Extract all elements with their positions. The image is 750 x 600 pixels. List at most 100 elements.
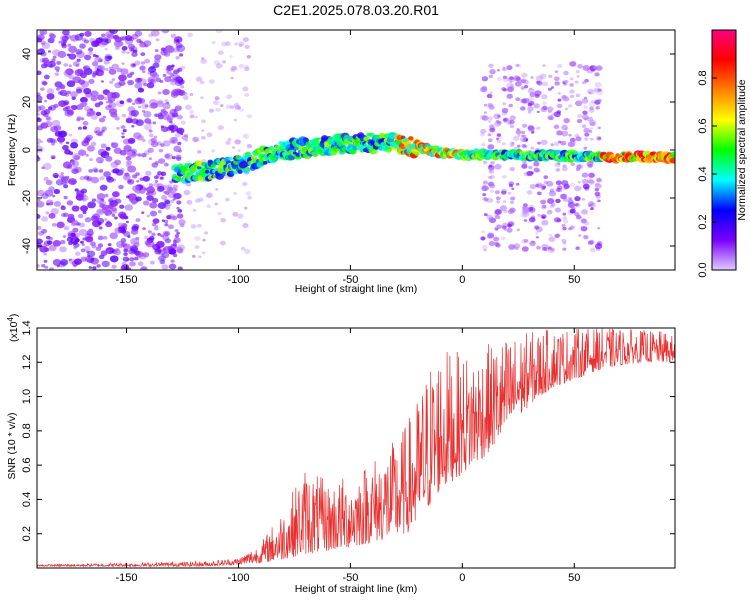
spectrogram-blob [61,176,69,182]
spectrogram-blob [99,202,106,208]
spectrogram-blob [45,116,51,121]
spectrogram-blob [509,119,515,125]
spectrogram-blob [157,91,162,95]
spectrogram-blob [111,214,116,217]
spectrogram-blob [37,38,42,43]
spectrogram-blob [515,63,520,67]
spectrogram-blob [102,37,109,42]
spectrogram-blob [522,144,528,149]
spectrogram-blob [541,216,546,219]
spectrogram-blob [242,86,249,92]
spectrogram-blob [82,121,89,126]
spectrogram-blob [576,163,584,170]
spectrogram-blob [136,38,142,43]
spectrogram-blob [215,63,223,69]
spectrogram-blob [184,139,189,142]
spectrogram-blob [154,49,159,53]
spectrogram-blob [242,37,249,43]
colorbar-tick-label: 0.8 [697,70,709,85]
spectrogram-blob [52,194,56,198]
y-tick-label: 40 [21,48,33,60]
spectrogram-blob [37,117,42,123]
spectrogram-blob [577,63,583,69]
spectrogram-blob [63,69,73,77]
spectrogram-blob [162,102,171,110]
spectrogram-blob [141,70,146,74]
spectrogram-blob [226,94,233,100]
spectrogram-blob [512,135,520,141]
spectrogram-blob [94,126,101,132]
spectrogram-blob [160,108,167,113]
spectrogram-blob [213,100,220,106]
spectrogram-blob [148,33,154,38]
spectrogram-blob [575,136,582,142]
spectrogram-blob [542,247,547,251]
spectrogram-blob [41,263,46,268]
spectrogram-blob [670,151,675,158]
spectrogram-blob [211,149,216,153]
spectrogram-blob [534,90,542,96]
spectrogram-blob [521,138,526,143]
x-tick-label: -50 [342,572,358,584]
spectrogram-blob [100,80,104,83]
spectrogram-blob [60,239,66,245]
spectrogram-blob [81,101,88,107]
spectrogram-blob [96,264,101,268]
spectrogram-blob [170,72,175,77]
spectrogram-blob [63,225,70,231]
x-tick-label: -150 [116,572,138,584]
spectrogram-blob [68,258,72,262]
spectrogram-blob [132,102,136,105]
spectrogram-blob [584,132,590,137]
spectrogram-blob [537,141,541,145]
spectrogram-blob [99,203,105,208]
spectrogram-blob [222,60,227,64]
spectrogram-blob [244,64,250,69]
spectrogram-blob [489,69,496,75]
spectrogram-blob [87,250,96,258]
spectrogram-blob [175,56,180,60]
spectrogram-blob [115,46,120,50]
spectrogram-blob [51,142,56,146]
spectrogram-blob [128,110,136,117]
spectrogram-blob [96,68,100,72]
spectrogram-blob [583,127,590,133]
spectrogram-blob [177,208,183,213]
spectrogram-blob [201,129,205,132]
spectrogram-blob [198,197,204,202]
spectrogram-blob [143,235,149,240]
spectrogram-blob [509,76,514,81]
spectrogram-blob [529,87,533,90]
spectrogram-blob [127,79,134,86]
spectrogram-blob [49,138,56,143]
spectrogram-blob [112,168,120,174]
spectrogram-blob [172,242,177,247]
spectrogram-blob [164,223,169,227]
spectrogram-blob [575,167,581,172]
spectrogram-blob [231,65,238,71]
spectrogram-blob [81,243,85,246]
spectrogram-blob [101,129,105,133]
spectrogram-blob [37,48,45,55]
spectrogram-blob [155,77,162,83]
spectrogram-blob [502,75,508,80]
spectrogram-blob [489,124,495,129]
spectrogram-blob [62,144,69,151]
spectrogram-blob [115,198,122,204]
spectrogram-blob [87,47,94,52]
spectrogram-blob [57,50,67,58]
spectrogram-blob [124,38,133,45]
spectrogram-blob [77,126,82,130]
spectrogram-blob [131,33,139,40]
y-tick-label: 0.8 [21,423,33,438]
spectrogram-blob [37,142,41,148]
spectrogram-blob [588,91,592,94]
spectrogram-blob [194,115,199,119]
spectrogram-blob [177,141,182,146]
spectrogram-blob [574,212,580,217]
spectrogram-blob [237,106,241,109]
spectrogram-blob [201,251,206,255]
spectrogram-blob [546,106,554,112]
spectrogram-blob [52,259,62,266]
spectrogram-blob [200,96,204,99]
